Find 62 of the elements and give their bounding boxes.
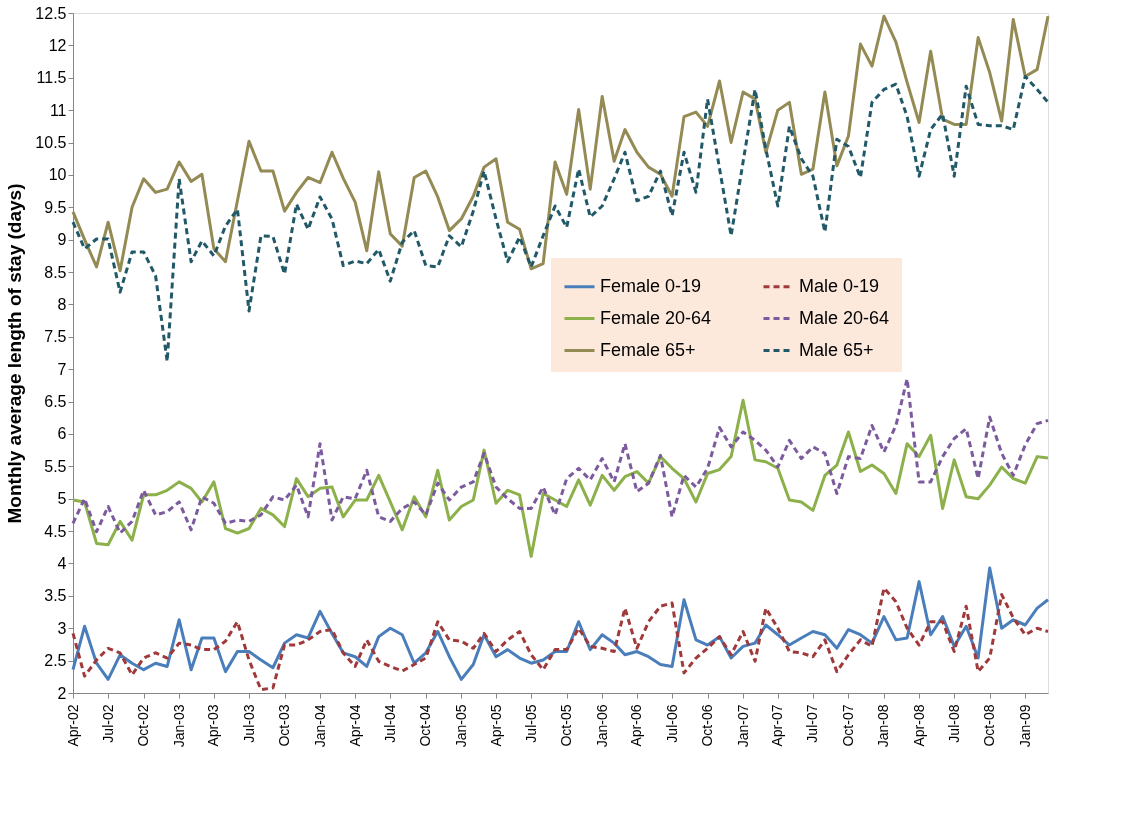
x-tick-label: Apr-04 (346, 704, 363, 747)
x-tick-label: Jul-05 (522, 704, 539, 743)
line-series (71, 377, 1050, 535)
legend-label: Male 20-64 (799, 307, 890, 328)
legend-label: Male 65+ (799, 339, 874, 360)
y-tick-label: 7.5 (44, 328, 67, 346)
line-series (71, 74, 1050, 363)
x-tick-label: Jan-07 (734, 704, 751, 748)
y-tick-label: 7 (57, 360, 67, 378)
legend-label: Male 0-19 (799, 275, 880, 296)
x-tick-label: Oct-06 (699, 704, 716, 747)
x-tick-label: Jan-05 (452, 704, 469, 748)
x-tick-label: Apr-05 (487, 704, 504, 747)
y-axis-title: Monthly average length of stay (days) (4, 183, 26, 524)
x-tick-label: Apr-07 (769, 704, 786, 747)
y-tick-label: 10 (48, 166, 67, 184)
line-series (71, 566, 1050, 681)
y-tick-label: 9.5 (44, 198, 67, 216)
x-tick-label: Jan-06 (593, 704, 610, 748)
x-tick-label: Apr-08 (910, 704, 927, 747)
y-tick-label: 2.5 (44, 652, 67, 670)
y-tick-label: 6 (57, 425, 67, 443)
x-tick-label: Apr-02 (64, 704, 81, 747)
y-tick-label: 11.5 (36, 69, 67, 87)
y-tick-label: 12 (48, 36, 67, 54)
x-tick-label: Jan-03 (170, 704, 187, 748)
x-tick-label: Oct-04 (417, 704, 434, 747)
x-tick-label: Oct-07 (839, 704, 856, 747)
x-tick-label: Apr-03 (205, 704, 222, 747)
y-tick-label: 11 (49, 101, 67, 119)
line-series (71, 14, 1050, 273)
y-tick-label: 8.5 (44, 263, 67, 281)
x-tick-label: Jul-07 (804, 704, 821, 743)
x-tick-label: Oct-05 (558, 704, 575, 747)
x-tick-label: Oct-03 (276, 704, 293, 747)
y-tick-label: 5.5 (44, 457, 67, 475)
x-tick-label: Jul-08 (945, 704, 962, 743)
y-tick-label: 6.5 (44, 393, 67, 411)
y-tick-label: 4 (57, 554, 67, 572)
y-tick-label: 5 (57, 490, 67, 508)
x-tick-label: Apr-06 (628, 704, 645, 747)
y-tick-label: 12.5 (35, 4, 67, 22)
x-tick-label: Jan-04 (311, 704, 328, 748)
y-tick-label: 2 (57, 684, 67, 702)
x-tick-label: Jul-02 (99, 704, 116, 743)
x-tick-label: Jan-08 (875, 704, 892, 748)
x-tick-label: Jan-09 (1016, 704, 1033, 748)
legend-label: Female 0-19 (600, 275, 702, 296)
x-tick-label: Jul-03 (240, 704, 257, 743)
legend-label: Female 20-64 (600, 307, 712, 328)
x-tick-label: Oct-02 (135, 704, 152, 747)
x-tick-label: Jul-06 (663, 704, 680, 743)
line-series (71, 398, 1050, 558)
y-tick-label: 4.5 (44, 522, 67, 540)
y-tick-label: 3 (57, 619, 67, 637)
legend-label: Female 65+ (600, 339, 696, 360)
y-tick-label: 9 (57, 231, 67, 249)
y-tick-label: 10.5 (35, 134, 67, 152)
y-tick-label: 3.5 (44, 587, 67, 605)
y-tick-label: 8 (57, 295, 67, 313)
x-tick-label: Jul-04 (381, 704, 398, 743)
x-tick-label: Oct-08 (981, 704, 998, 747)
